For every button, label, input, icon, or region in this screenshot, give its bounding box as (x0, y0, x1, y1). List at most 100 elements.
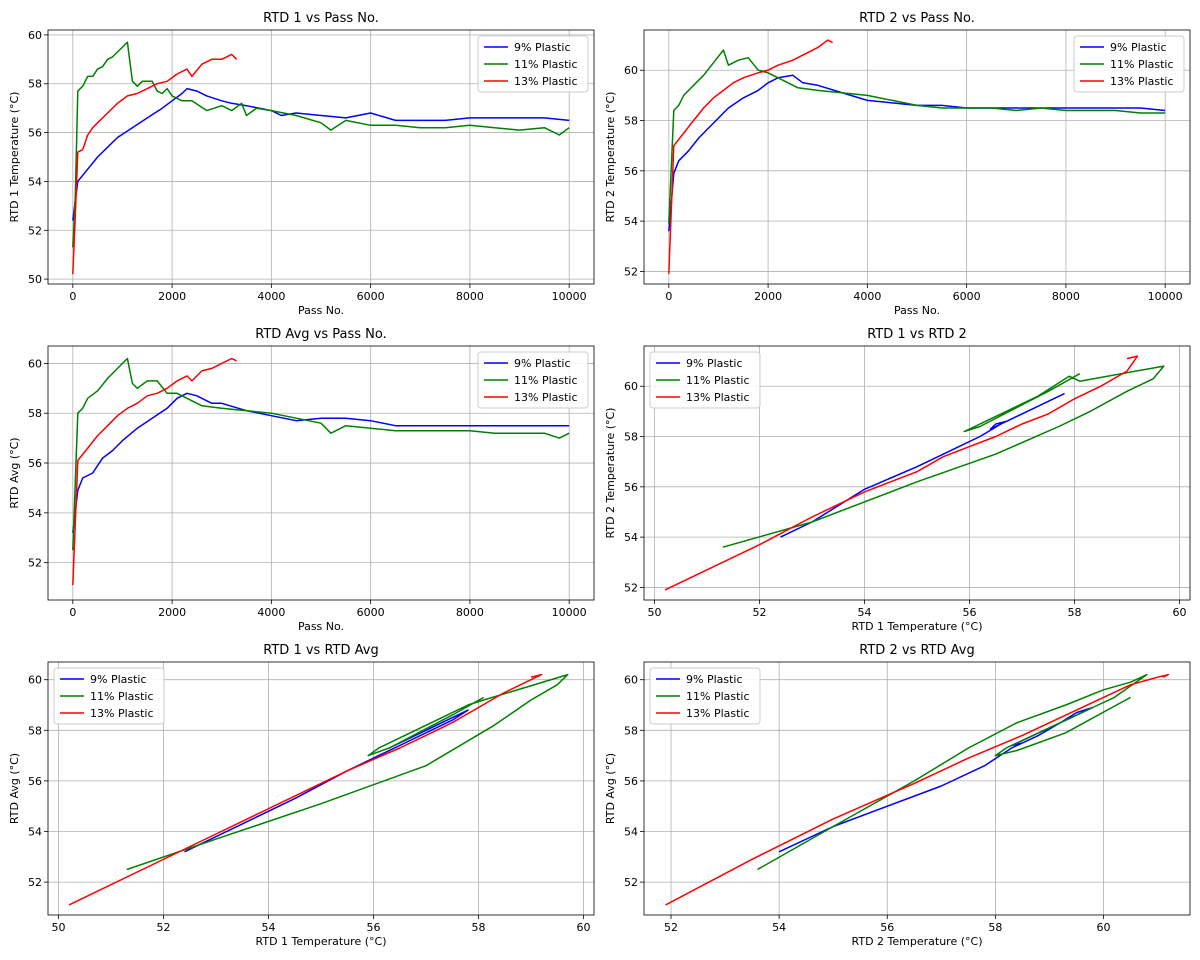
x-tick-label: 60 (1097, 921, 1111, 934)
chart-panel-2: 0 2000 4000 6000 8000 10000 52 54 56 58 60 RTD 2 vs… (604, 11, 1191, 317)
y-tick-label: 52 (28, 876, 42, 889)
chart-title: RTD 1 vs RTD 2 (867, 327, 967, 342)
legend-box (53, 667, 165, 725)
y-tick-label: 54 (624, 531, 638, 544)
y-tick-label: 50 (28, 273, 42, 286)
series-line-9-plastic (72, 392, 570, 533)
y-axis-label: RTD 2 Temperature (°C) (604, 408, 617, 539)
x-tick-label: 60 (1173, 606, 1187, 619)
y-tick-label: 54 (624, 215, 638, 228)
axes-frame (47, 345, 595, 601)
y-tick-label: 56 (28, 775, 42, 788)
y-tick-label: 54 (28, 507, 42, 520)
y-tick-label: 56 (624, 165, 638, 178)
chart-title: RTD 2 vs Pass No. (859, 11, 975, 26)
x-tick-label: 2000 (158, 606, 186, 619)
x-tick-label: 4000 (853, 290, 881, 303)
series-line-9-plastic (780, 393, 1065, 538)
chart-panel-1: 0 2000 4000 6000 8000 10000 50 52 54 56 58 60 RTD 1 … (8, 11, 595, 317)
series-line-13-plastic (72, 357, 237, 586)
x-tick-label: 4000 (257, 606, 285, 619)
legend: 9% Plastic 11% Plastic 13% Plastic (649, 667, 761, 725)
series-line-13-plastic (668, 39, 833, 274)
legend-label: 11% Plastic (90, 690, 154, 703)
legend-label: 11% Plastic (686, 374, 750, 387)
y-tick-label: 60 (624, 64, 638, 77)
y-tick-label: 52 (624, 581, 638, 594)
y-axis-label: RTD 2 Temperature (°C) (604, 92, 617, 223)
chart-panel-5: 50 52 54 56 58 60 52 54 56 58 60 RTD 1 vs RTD Avg RT… (8, 643, 595, 948)
x-tick-label: 50 (648, 606, 662, 619)
y-tick-label: 58 (624, 431, 638, 444)
y-tick-label: 54 (28, 175, 42, 188)
legend-label: 9% Plastic (686, 673, 743, 686)
x-tick-label: 54 (772, 921, 786, 934)
x-tick-label: 60 (577, 921, 591, 934)
x-tick-label: 6000 (357, 606, 385, 619)
y-axis-label: RTD Avg (°C) (604, 753, 617, 824)
x-tick-label: 54 (262, 921, 276, 934)
legend-label: 11% Plastic (686, 690, 750, 703)
y-tick-label: 60 (28, 357, 42, 370)
legend-label: 9% Plastic (90, 673, 147, 686)
y-tick-label: 56 (28, 457, 42, 470)
x-axis-label: RTD 1 Temperature (°C) (852, 620, 983, 633)
x-tick-label: 10000 (1148, 290, 1183, 303)
x-tick-label: 56 (880, 921, 894, 934)
series-line-11-plastic (72, 41, 570, 248)
y-tick-label: 58 (28, 724, 42, 737)
legend-label: 9% Plastic (514, 41, 571, 54)
x-tick-label: 56 (963, 606, 977, 619)
x-tick-label: 10000 (552, 606, 587, 619)
series-line-13-plastic (664, 355, 1139, 591)
x-tick-label: 54 (858, 606, 872, 619)
y-tick-label: 54 (624, 826, 638, 839)
y-tick-label: 52 (624, 265, 638, 278)
x-tick-label: 2000 (158, 290, 186, 303)
series-line-9-plastic (668, 74, 1166, 232)
legend-label: 9% Plastic (1110, 41, 1167, 54)
legend: 9% Plastic 11% Plastic 13% Plastic (53, 667, 165, 725)
series-line-11-plastic (722, 365, 1165, 548)
series-line-9-plastic (72, 87, 570, 221)
x-axis-label: RTD 2 Temperature (°C) (852, 935, 983, 948)
legend-box (649, 667, 761, 725)
legend-label: 13% Plastic (1110, 75, 1174, 88)
y-axis-label: RTD Avg (°C) (8, 437, 21, 508)
y-tick-label: 52 (28, 557, 42, 570)
x-tick-label: 8000 (456, 606, 484, 619)
axes-frame (643, 29, 1191, 285)
x-tick-label: 6000 (357, 290, 385, 303)
x-tick-label: 0 (69, 290, 76, 303)
legend-box (1073, 35, 1185, 93)
y-tick-label: 58 (28, 407, 42, 420)
y-tick-label: 58 (28, 78, 42, 91)
y-tick-label: 60 (624, 380, 638, 393)
x-tick-label: 0 (69, 606, 76, 619)
legend-label: 13% Plastic (686, 707, 750, 720)
chart-panel-6: 52 54 56 58 60 52 54 56 58 60 RTD 2 vs RTD Avg RTD … (604, 643, 1191, 948)
series-line-11-plastic (72, 357, 570, 551)
legend-box (477, 35, 589, 93)
x-axis-label: RTD 1 Temperature (°C) (256, 935, 387, 948)
x-tick-label: 52 (157, 921, 171, 934)
series-line-13-plastic (72, 53, 238, 275)
x-tick-label: 0 (665, 290, 672, 303)
y-tick-label: 54 (28, 826, 42, 839)
legend-label: 13% Plastic (514, 391, 578, 404)
y-axis-label: RTD Avg (°C) (8, 753, 21, 824)
y-tick-label: 60 (28, 674, 42, 687)
chart-panel-3: 0 2000 4000 6000 8000 10000 52 54 56 58 60 RTD Avg … (8, 327, 595, 633)
x-tick-label: 6000 (953, 290, 981, 303)
y-tick-label: 56 (28, 127, 42, 140)
x-tick-label: 58 (1068, 606, 1082, 619)
series-line-11-plastic (757, 673, 1148, 871)
x-tick-label: 52 (753, 606, 767, 619)
x-tick-label: 58 (988, 921, 1002, 934)
x-tick-label: 52 (664, 921, 678, 934)
chart-title: RTD 2 vs RTD Avg (859, 643, 974, 658)
legend-label: 11% Plastic (514, 58, 578, 71)
legend: 9% Plastic 11% Plastic 13% Plastic (649, 351, 761, 409)
legend-label: 11% Plastic (1110, 58, 1174, 71)
